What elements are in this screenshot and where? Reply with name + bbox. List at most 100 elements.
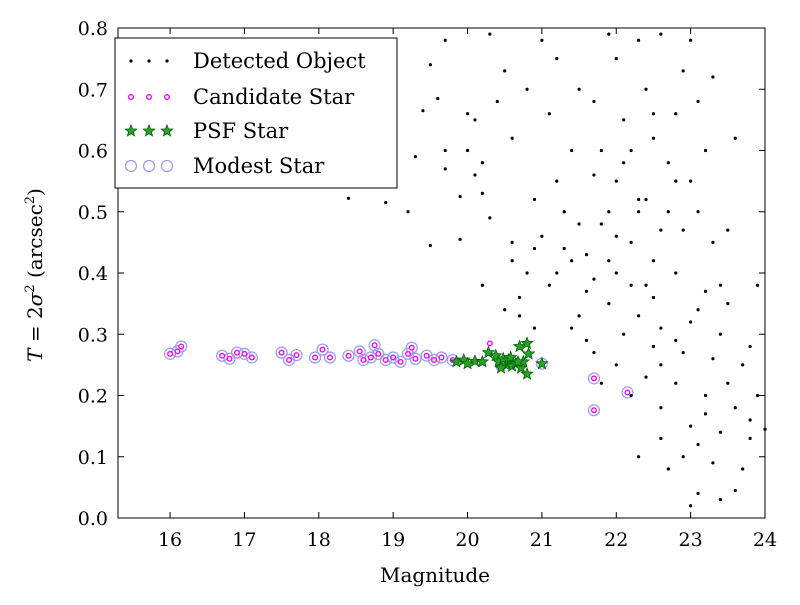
series-detected-object [346, 32, 767, 508]
detected-object-point [584, 289, 589, 293]
candidate-star-point [345, 352, 352, 359]
detected-object-point [644, 87, 648, 91]
detected-object-point [733, 136, 737, 140]
detected-object-point [629, 148, 633, 153]
candidate-star-point [408, 344, 415, 351]
detected-object-point [584, 338, 589, 342]
detected-object-point [510, 136, 514, 140]
detected-object-point [555, 179, 559, 183]
modest-star-point [245, 351, 258, 364]
detected-object-point [584, 253, 589, 257]
detected-object-point [629, 240, 633, 244]
legend-marker-candidate-star [163, 93, 170, 100]
detected-object-point [607, 302, 611, 306]
candidate-star-point [438, 354, 445, 361]
modest-star-point [372, 347, 385, 360]
y-tick-label: 0.4 [78, 263, 108, 285]
detected-object-point [577, 87, 581, 91]
y-label-unit-close: ) [23, 188, 47, 196]
detected-object-point [614, 234, 618, 238]
psf-star-point [481, 345, 496, 359]
detected-object-point [659, 363, 663, 367]
detected-object-point [599, 222, 603, 226]
psf-star-point [468, 354, 482, 367]
modest-star-point [290, 348, 303, 362]
candidate-star-point [397, 358, 404, 365]
y-tick-label: 0.2 [78, 386, 108, 408]
detected-object-point [689, 504, 693, 508]
detected-object-point [636, 314, 641, 318]
detected-object-point [651, 344, 656, 349]
detected-object-point [570, 148, 574, 153]
detected-object-point [570, 259, 574, 263]
detected-object-point [562, 210, 566, 214]
detected-object-point [458, 194, 462, 199]
detected-object-point [503, 69, 507, 73]
y-tick-label: 0.0 [78, 508, 108, 530]
candidate-star-point [248, 354, 255, 361]
y-axis-ticks: 0.0 0.1 0.2 0.3 0.4 0.5 0.6 0.7 0.8 [78, 18, 765, 530]
legend-marker-detected-object [129, 59, 133, 63]
detected-object-point [696, 210, 700, 214]
x-axis-label: Magnitude [380, 563, 490, 587]
detected-object-point [555, 271, 559, 275]
detected-object-point [689, 320, 693, 324]
y-label-unit-exponent: 2 [23, 196, 38, 204]
x-tick-label: 16 [158, 529, 182, 551]
detected-object-point [689, 424, 693, 428]
detected-object-point [607, 259, 611, 263]
detected-object-point [636, 38, 641, 42]
detected-object-point [666, 467, 670, 471]
candidate-star-point [367, 354, 374, 361]
x-tick-label: 20 [455, 529, 479, 551]
detected-object-point [696, 442, 700, 447]
detected-object-point [465, 148, 470, 153]
detected-object-point [473, 173, 477, 177]
detected-object-point [480, 191, 485, 195]
detected-object-point [577, 314, 581, 318]
x-tick-label: 19 [381, 529, 405, 551]
detected-object-point [421, 109, 425, 113]
detected-object-point [540, 38, 544, 42]
psf-star-point [494, 360, 508, 374]
detected-object-point [532, 326, 537, 330]
y-label-equation: = 2 [23, 306, 47, 348]
psf-star-point [520, 366, 534, 380]
candidate-star-point [219, 352, 226, 359]
detected-object-point [465, 112, 470, 116]
x-tick-label: 23 [679, 529, 703, 551]
legend-label-detected-object: Detected Object [193, 49, 366, 73]
detected-object-point [659, 436, 663, 440]
detected-object-point [748, 418, 752, 422]
candidate-star-point [390, 354, 397, 361]
detected-object-point [636, 455, 641, 459]
detected-object-point [413, 155, 418, 159]
detected-object-point [711, 75, 715, 79]
detected-object-point [689, 38, 693, 42]
legend-label-modest-star: Modest Star [193, 154, 325, 178]
detected-object-point [570, 326, 574, 330]
detected-object-point [614, 179, 618, 183]
y-label-variable: T [23, 347, 47, 362]
detected-object-point [443, 167, 447, 171]
modest-star-point [379, 353, 392, 367]
candidate-star-point [167, 350, 174, 357]
modest-star-point [387, 351, 400, 364]
detected-object-point [674, 179, 678, 183]
candidate-star-point [293, 352, 300, 359]
legend-marker-psf-star [142, 123, 156, 137]
candidate-star-point [360, 356, 367, 363]
detected-object-point [651, 295, 656, 300]
detected-object-point [674, 112, 678, 116]
modest-star-point [353, 345, 366, 358]
detected-object-point [733, 488, 737, 493]
detected-object-point [666, 210, 670, 214]
legend-marker-psf-star [124, 123, 138, 137]
candidate-star-point [319, 346, 326, 353]
candidate-star-point [375, 350, 382, 357]
detected-object-point [622, 332, 626, 336]
candidate-star-point [356, 348, 363, 355]
detected-object-point [510, 240, 514, 244]
